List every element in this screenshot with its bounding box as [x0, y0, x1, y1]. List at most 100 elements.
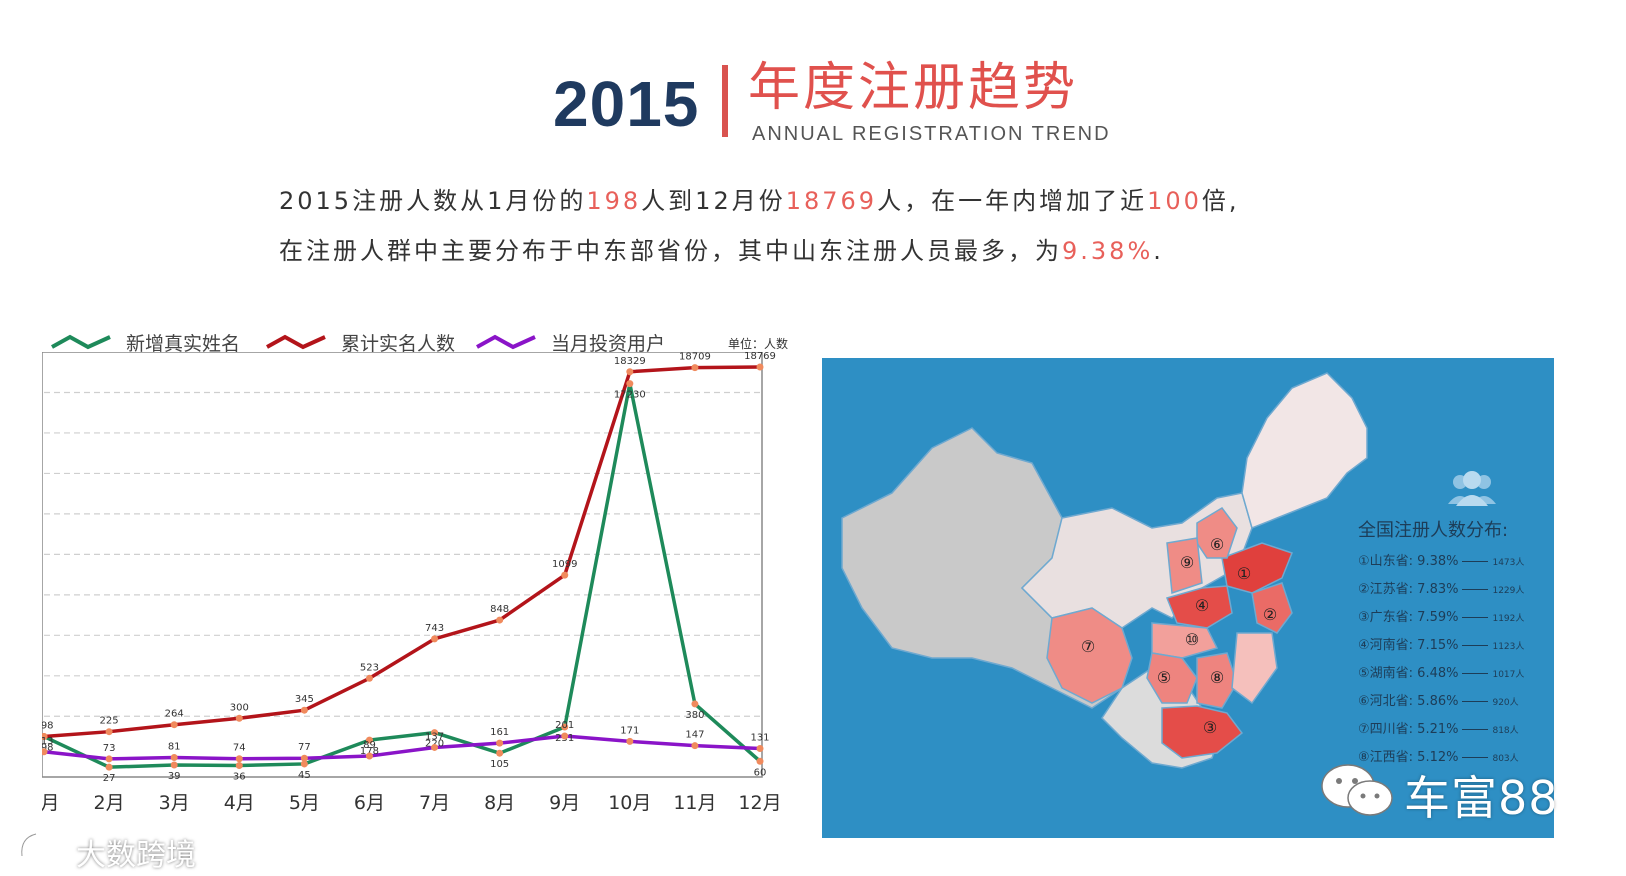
data-point: [105, 763, 113, 771]
data-point: [42, 733, 48, 741]
data-label: 73: [103, 743, 116, 754]
wechat-icon: [1321, 764, 1393, 816]
description-highlight: 9.38%: [1062, 237, 1154, 265]
row-count: 818人: [1492, 726, 1519, 736]
data-label: 848: [490, 604, 509, 615]
distribution-row: ①山东省: 9.38% 1473人: [1358, 550, 1553, 578]
map-marker-8: ⑧: [1210, 668, 1224, 687]
province-jiangxi: [1196, 652, 1238, 709]
line-chart: 1982739364517822010525117230380601982252…: [42, 352, 792, 842]
data-label: 743: [425, 623, 444, 634]
bottom-watermark-text: 大数跨境: [76, 838, 196, 873]
description-line-1: 2015注册人数从1月份的198人到12月份18769人，在一年内增加了近100…: [279, 186, 1399, 216]
data-point: [105, 755, 113, 763]
data-label: 380: [685, 710, 704, 721]
map-marker-1: ①: [1237, 564, 1251, 583]
data-label: 27: [103, 773, 116, 784]
x-tick-label: 1月: [42, 792, 60, 814]
province-jiangsu: [1251, 582, 1293, 634]
data-label: 18709: [679, 352, 711, 363]
data-point: [431, 729, 439, 737]
data-point: [626, 737, 634, 745]
row-line: [1462, 701, 1489, 702]
data-point: [170, 721, 178, 729]
x-tick-label: 3月: [159, 792, 190, 814]
data-label: 225: [100, 716, 119, 727]
data-point: [691, 700, 699, 708]
data-point: [170, 753, 178, 761]
map-marker-2: ②: [1263, 605, 1277, 624]
data-point: [431, 635, 439, 643]
title-cn: 年度注册趋势: [748, 58, 1079, 118]
data-label: 161: [490, 727, 509, 738]
data-point: [626, 380, 634, 388]
data-point: [42, 748, 48, 756]
row-name: ③广东省: 7.59%: [1358, 610, 1459, 625]
map-marker-3: ③: [1203, 718, 1217, 737]
description-highlight: 198: [586, 187, 642, 215]
distribution-row: ⑧江西省: 5.12% 803人: [1358, 746, 1553, 774]
map-marker-10: ⑩: [1185, 630, 1199, 649]
x-tick-label: 8月: [484, 792, 515, 814]
data-point: [691, 742, 699, 750]
x-tick-label: 11月: [673, 792, 716, 814]
map-marker-7: ⑦: [1081, 637, 1095, 656]
data-label: 60: [754, 767, 767, 778]
data-label: 36: [233, 772, 246, 783]
x-tick-label: 4月: [224, 792, 255, 814]
title-year: 2015: [553, 68, 700, 140]
data-point: [496, 739, 504, 747]
description-text: 在注册人群中主要分布于中东部省份，其中山东注册人员最多，为: [279, 237, 1062, 265]
row-line: [1462, 561, 1489, 562]
data-label: 1099: [552, 559, 577, 570]
data-label: 198: [42, 743, 54, 754]
description-text: .: [1153, 237, 1164, 265]
data-point: [365, 752, 373, 760]
bottom-watermark: 大数跨境: [14, 826, 224, 873]
data-point: [561, 732, 569, 740]
province-henan: [1165, 585, 1233, 629]
row-name: ④河南省: 7.15%: [1358, 638, 1459, 653]
data-point: [561, 571, 569, 579]
map-marker-9: ⑨: [1180, 553, 1194, 572]
row-line: [1462, 729, 1489, 730]
wechat-watermark: 车富88: [1318, 760, 1578, 825]
data-point: [300, 760, 308, 768]
row-line: [1462, 589, 1489, 590]
data-point: [691, 364, 699, 372]
data-label: 18769: [744, 352, 776, 362]
distribution-row: ⑥河北省: 5.86% 920人: [1358, 690, 1553, 718]
description-text: 人，在一年内增加了近: [877, 187, 1148, 215]
data-label: 113: [42, 736, 54, 747]
data-label: 345: [295, 694, 314, 705]
province-east-coast: [1231, 632, 1278, 705]
data-point: [235, 755, 243, 763]
data-label: 198: [42, 721, 54, 732]
series-line-1: [43, 365, 761, 739]
description-highlight: 100: [1147, 187, 1202, 215]
distribution-row: ⑤湖南省: 6.48% 1017人: [1358, 662, 1553, 690]
chart-legend: 新增真实姓名 累计实名人数 当月投资用户: [50, 327, 800, 357]
distribution-row: ④河南省: 7.15% 1123人: [1358, 634, 1553, 662]
province-hubei: [1151, 622, 1219, 659]
legend-line-icon: [266, 334, 326, 350]
map-marker-5: ⑤: [1157, 668, 1171, 687]
row-line: [1462, 757, 1489, 758]
china-map: ① ② ③ ④ ⑤ ⑥ ⑦ ⑧ ⑨ ⑩: [841, 372, 1368, 769]
data-label: 74: [233, 743, 246, 754]
x-tick-label: 5月: [289, 792, 320, 814]
data-label: 264: [165, 709, 184, 720]
data-point: [300, 754, 308, 762]
row-line: [1462, 645, 1489, 646]
distribution-title: 全国注册人数分布:: [1358, 520, 1509, 541]
data-label: 45: [298, 770, 311, 781]
plot-frame: [42, 352, 763, 778]
data-point: [561, 723, 569, 731]
row-name: ②江苏省: 7.83%: [1358, 582, 1459, 597]
data-point: [496, 616, 504, 624]
x-tick-label: 9月: [549, 792, 580, 814]
data-point: [365, 674, 373, 682]
legend-label: 累计实名人数: [341, 333, 456, 355]
data-point: [235, 714, 243, 722]
row-count: 1017人: [1492, 670, 1525, 680]
